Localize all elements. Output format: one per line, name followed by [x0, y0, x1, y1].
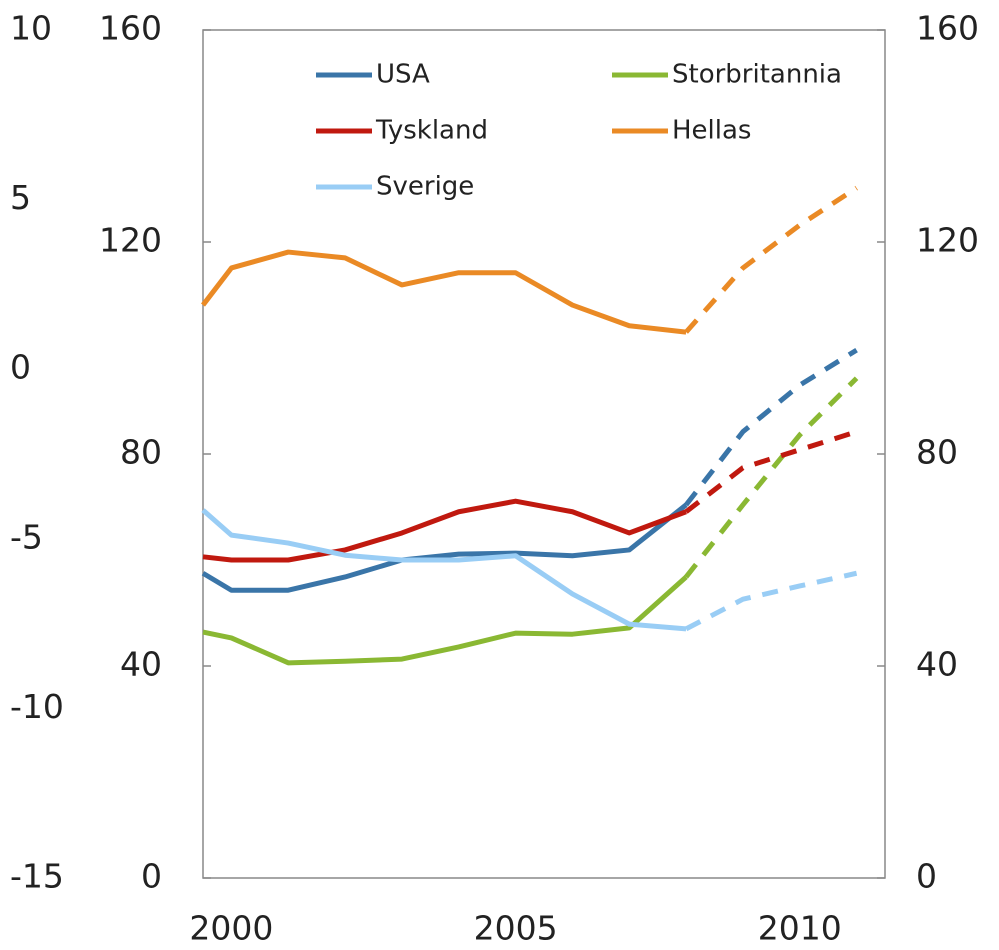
legend-label: Tyskland [375, 116, 488, 146]
y3-tick-label: -10 [10, 687, 64, 726]
forecast-line [684, 185, 858, 334]
forecast-line [684, 376, 859, 579]
y3-tick-label: -15 [10, 857, 64, 896]
y-tick-label: 120 [99, 221, 162, 260]
y2-tick-label: 160 [916, 9, 979, 48]
y3-tick-label: 5 [10, 178, 31, 217]
forecast-line [684, 347, 858, 507]
series-line [201, 508, 687, 632]
forecast-line [684, 429, 858, 514]
y2-tick-label: 120 [916, 221, 979, 260]
legend-label: Storbritannia [672, 60, 842, 90]
series-line [201, 502, 688, 593]
y-tick-label: 160 [99, 9, 162, 48]
series-line [202, 575, 688, 666]
series-line [202, 498, 687, 563]
legend-label: Sverige [376, 172, 474, 202]
x-tick-label: 2005 [474, 909, 558, 948]
y3-tick-label: -5 [10, 517, 43, 556]
y2-tick-label: 0 [916, 857, 937, 896]
y-tick-label: 40 [120, 645, 162, 684]
y3-tick-label: 0 [10, 348, 31, 387]
legend-label: Hellas [672, 116, 751, 146]
forecast-line [684, 570, 858, 632]
x-tick-label: 2010 [758, 909, 842, 948]
legend-label: USA [376, 60, 430, 90]
y3-tick-label: 10 [10, 9, 52, 48]
y2-tick-label: 80 [916, 433, 958, 472]
x-tick-label: 2000 [189, 909, 273, 948]
y2-tick-label: 40 [916, 645, 958, 684]
y-tick-label: 0 [141, 857, 162, 896]
series-line [201, 249, 687, 335]
y-tick-label: 80 [120, 433, 162, 472]
